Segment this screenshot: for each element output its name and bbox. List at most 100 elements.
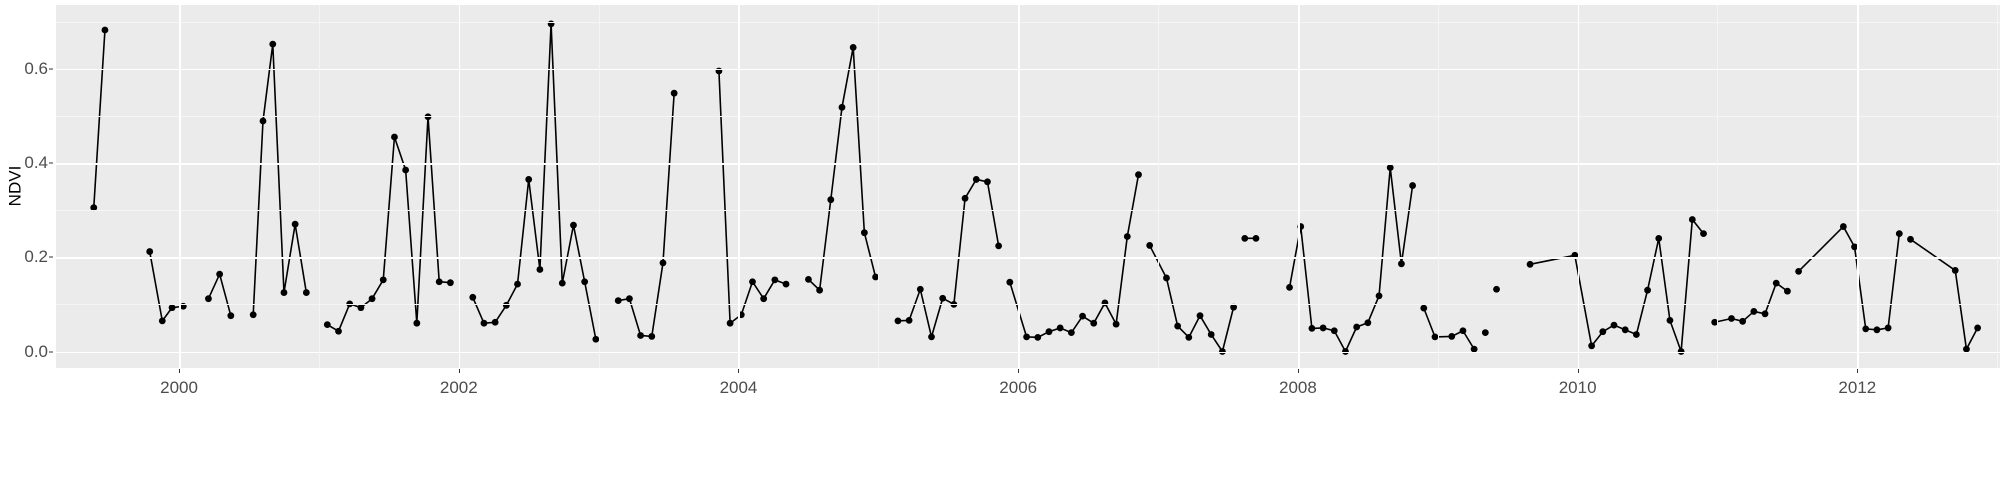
data-point xyxy=(1034,333,1042,341)
data-point xyxy=(939,294,947,302)
data-point xyxy=(984,178,991,186)
ndvi-line-series xyxy=(90,20,1982,355)
data-point xyxy=(760,295,768,303)
data-point xyxy=(357,304,365,312)
series-line-segment xyxy=(473,24,596,339)
x-tick-mark xyxy=(1577,369,1579,373)
data-point xyxy=(1851,243,1858,251)
data-point xyxy=(894,317,902,325)
data-point xyxy=(379,276,387,284)
data-point xyxy=(637,332,644,339)
data-point xyxy=(1839,223,1847,230)
data-point xyxy=(1079,312,1086,320)
data-point xyxy=(1185,333,1193,341)
data-point xyxy=(670,89,678,97)
data-point xyxy=(1196,312,1204,320)
x-tick-mark xyxy=(458,369,460,373)
data-point xyxy=(1493,285,1500,293)
data-point xyxy=(614,297,622,304)
series-line-segment xyxy=(1010,175,1139,338)
x-tick-mark xyxy=(179,369,181,373)
data-point xyxy=(280,289,288,296)
data-point xyxy=(1252,234,1260,242)
data-point xyxy=(514,280,521,288)
data-point xyxy=(1386,164,1394,172)
data-point xyxy=(1571,251,1579,259)
data-point xyxy=(838,103,846,111)
series-line-segment xyxy=(150,252,184,321)
gridline-minor-y xyxy=(56,210,2000,211)
data-point xyxy=(1006,278,1014,286)
data-point xyxy=(805,275,812,283)
data-point xyxy=(995,242,1003,250)
gridline-minor-x xyxy=(1717,5,1719,368)
data-point xyxy=(1655,234,1663,242)
data-point xyxy=(1431,333,1439,341)
data-point xyxy=(1330,327,1338,335)
data-point xyxy=(592,335,600,343)
series-line-segment xyxy=(1715,283,1788,322)
data-point xyxy=(581,278,589,286)
data-point xyxy=(1632,331,1640,338)
data-point xyxy=(1772,279,1780,287)
data-point xyxy=(1207,331,1215,338)
data-point xyxy=(491,318,499,326)
data-point xyxy=(1884,324,1892,332)
data-point xyxy=(860,229,868,237)
data-point xyxy=(928,333,935,341)
gridline-major-x xyxy=(1857,5,1859,368)
data-point xyxy=(1784,287,1791,295)
gridline-major-x xyxy=(458,5,461,368)
data-point xyxy=(435,278,443,286)
data-point xyxy=(1353,323,1361,331)
gridline-major-x xyxy=(179,5,181,368)
data-point xyxy=(424,113,432,121)
series-line-segment xyxy=(1530,220,1703,352)
data-point xyxy=(1364,319,1372,327)
series-line-segment xyxy=(1424,308,1474,349)
data-point xyxy=(259,117,267,125)
data-point xyxy=(1621,326,1629,334)
series-line-segment xyxy=(208,274,230,315)
data-point xyxy=(961,194,969,202)
y-tick-label: 0.4 xyxy=(24,152,48,172)
y-tick-label: 0.6 xyxy=(24,58,48,78)
gridline-minor-x xyxy=(318,5,320,368)
series-line-segment xyxy=(719,71,786,323)
data-point xyxy=(525,176,533,183)
data-point xyxy=(849,44,857,51)
data-point xyxy=(1610,321,1618,329)
x-tick-label: 2008 xyxy=(1279,378,1317,397)
gridline-major-x xyxy=(738,5,741,368)
gridline-minor-y xyxy=(56,304,2000,306)
gridline-minor-x xyxy=(598,5,600,368)
gridline-major-x xyxy=(1297,5,1300,368)
series-line-segment xyxy=(94,30,105,208)
data-point xyxy=(1241,234,1249,242)
data-point xyxy=(1700,230,1707,238)
data-point xyxy=(1951,267,1959,274)
data-point xyxy=(502,301,510,309)
data-point xyxy=(1045,328,1053,336)
x-tick-label: 2006 xyxy=(999,378,1038,397)
data-point xyxy=(269,40,277,48)
data-point xyxy=(480,319,488,327)
data-point xyxy=(1907,235,1914,243)
data-point xyxy=(205,295,212,303)
data-point xyxy=(1873,326,1881,334)
data-point xyxy=(1588,342,1596,350)
data-point xyxy=(972,176,980,183)
gridline-minor-x xyxy=(1437,5,1439,368)
data-point xyxy=(101,26,109,34)
x-tick-label: 2004 xyxy=(719,378,758,397)
data-point xyxy=(402,166,410,174)
data-point xyxy=(302,289,310,296)
x-tick-mark xyxy=(1857,369,1859,373)
y-tick-mark xyxy=(49,162,53,164)
data-point xyxy=(469,293,477,301)
data-point xyxy=(916,285,924,293)
data-point xyxy=(1319,324,1327,332)
data-point xyxy=(368,295,376,303)
x-tick-label: 2000 xyxy=(160,378,198,397)
